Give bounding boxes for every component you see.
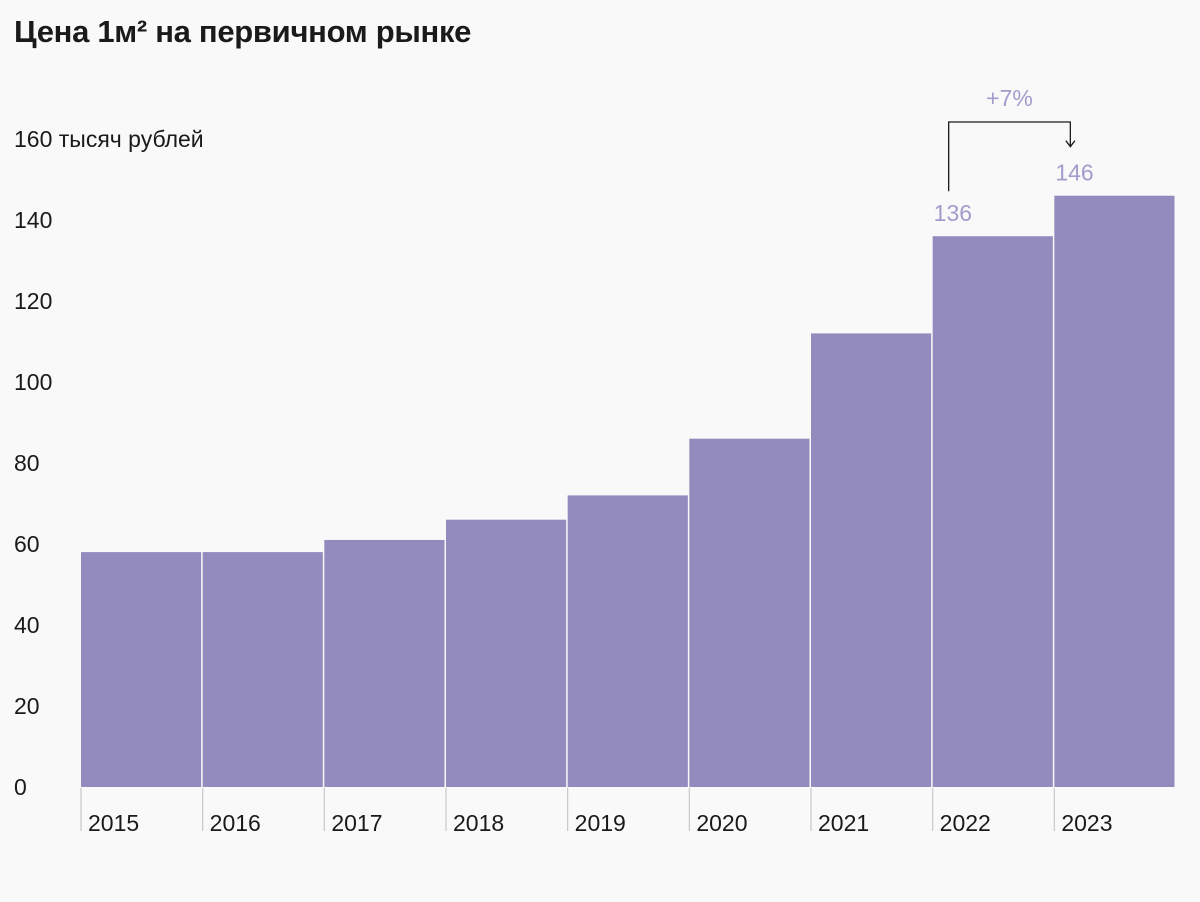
bar-2016 bbox=[202, 552, 323, 787]
x-tick-label-2023: 2023 bbox=[1061, 810, 1112, 836]
growth-label: +7% bbox=[986, 85, 1033, 111]
y-tick-label-20: 20 bbox=[14, 693, 40, 719]
x-tick-label-2016: 2016 bbox=[210, 810, 261, 836]
bar-2020 bbox=[689, 438, 810, 787]
bar-2022 bbox=[932, 236, 1053, 787]
x-tick-label-2021: 2021 bbox=[818, 810, 869, 836]
y-tick-label-100: 100 bbox=[14, 369, 52, 395]
y-tick-label-0: 0 bbox=[14, 774, 27, 800]
chart-title: Цена 1м² на первичном рынке bbox=[14, 14, 472, 49]
bar-2015 bbox=[81, 552, 202, 787]
data-label-2023: 146 bbox=[1055, 160, 1093, 186]
x-tick-label-2022: 2022 bbox=[940, 810, 991, 836]
data-label-2022: 136 bbox=[934, 200, 972, 226]
bar-2023 bbox=[1054, 195, 1175, 787]
x-tick-label-2015: 2015 bbox=[88, 810, 139, 836]
y-axis-unit-label: 160 тысяч рублей bbox=[14, 126, 204, 152]
bar-2019 bbox=[567, 495, 688, 787]
y-tick-label-80: 80 bbox=[14, 450, 40, 476]
bar-2017 bbox=[324, 539, 445, 787]
bar-2018 bbox=[446, 519, 567, 787]
y-tick-label-40: 40 bbox=[14, 612, 40, 638]
y-tick-label-120: 120 bbox=[14, 288, 52, 314]
y-tick-label-60: 60 bbox=[14, 531, 40, 557]
y-tick-label-140: 140 bbox=[14, 207, 52, 233]
bar-2021 bbox=[811, 333, 932, 787]
x-tick-label-2018: 2018 bbox=[453, 810, 504, 836]
growth-arrow-head bbox=[1065, 140, 1076, 148]
x-tick-label-2019: 2019 bbox=[575, 810, 626, 836]
x-tick-label-2020: 2020 bbox=[696, 810, 747, 836]
growth-bracket bbox=[948, 121, 1071, 192]
x-tick-label-2017: 2017 bbox=[331, 810, 382, 836]
